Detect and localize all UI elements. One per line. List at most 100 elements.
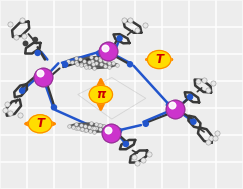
Bar	[0, 135, 27, 162]
Bar	[189, 162, 216, 189]
Point	[109, 132, 113, 135]
Bar	[135, 54, 162, 81]
Point	[170, 104, 174, 107]
Point	[106, 50, 110, 53]
Point	[79, 128, 83, 131]
Point	[74, 122, 78, 125]
Point	[143, 23, 147, 26]
Bar	[189, 27, 216, 54]
Point	[79, 62, 83, 65]
Point	[106, 50, 110, 53]
Point	[103, 64, 107, 67]
Bar	[81, 27, 108, 54]
Point	[20, 18, 24, 21]
Text: T: T	[36, 117, 44, 130]
Bar	[108, 27, 135, 54]
Point	[98, 57, 102, 60]
Point	[94, 123, 97, 126]
Point	[188, 95, 192, 98]
Point	[75, 127, 78, 130]
Point	[135, 29, 139, 32]
Point	[83, 129, 87, 132]
Bar	[54, 162, 81, 189]
Bar	[189, 108, 216, 135]
Bar	[0, 54, 27, 81]
Bar	[162, 27, 189, 54]
Point	[111, 61, 115, 64]
Point	[52, 106, 56, 109]
Bar	[162, 0, 189, 27]
Bar	[189, 81, 216, 108]
Bar	[216, 108, 243, 135]
Point	[97, 124, 101, 127]
Point	[135, 162, 139, 165]
Bar	[162, 135, 189, 162]
Point	[99, 63, 103, 66]
Bar	[27, 27, 54, 54]
Point	[103, 129, 107, 132]
Point	[83, 124, 87, 127]
Point	[196, 79, 200, 82]
Point	[128, 63, 132, 66]
Point	[76, 127, 79, 130]
Bar	[27, 135, 54, 162]
Point	[84, 129, 88, 132]
Bar	[108, 162, 135, 189]
Point	[71, 126, 75, 129]
Point	[80, 128, 84, 131]
Bar	[81, 135, 108, 162]
Ellipse shape	[73, 124, 103, 129]
Point	[88, 129, 92, 132]
Point	[90, 60, 94, 63]
Point	[24, 42, 27, 45]
Ellipse shape	[82, 126, 112, 131]
Ellipse shape	[86, 63, 117, 68]
Point	[66, 59, 70, 62]
Point	[41, 75, 44, 78]
Bar	[135, 81, 162, 108]
Point	[107, 125, 111, 129]
Point	[170, 104, 174, 107]
Ellipse shape	[86, 127, 116, 132]
Point	[98, 128, 102, 131]
Text: π: π	[96, 88, 105, 101]
Bar	[81, 108, 108, 135]
Point	[103, 46, 107, 49]
Point	[102, 58, 106, 61]
Point	[38, 72, 42, 75]
Point	[132, 156, 136, 159]
Bar	[54, 0, 81, 27]
Point	[102, 125, 106, 128]
Bar	[135, 27, 162, 54]
Point	[206, 141, 210, 144]
Point	[97, 52, 101, 55]
Bar	[81, 162, 108, 189]
Point	[67, 125, 71, 128]
Point	[107, 66, 111, 69]
Point	[90, 126, 94, 129]
Point	[107, 130, 111, 133]
Point	[36, 51, 40, 54]
Bar	[189, 135, 216, 162]
Bar	[81, 81, 108, 108]
Bar	[0, 162, 27, 189]
Circle shape	[28, 115, 52, 133]
Point	[106, 128, 110, 131]
Point	[128, 18, 132, 21]
Bar	[0, 81, 27, 108]
Point	[98, 58, 102, 61]
Bar	[54, 135, 81, 162]
Point	[211, 82, 215, 85]
Point	[33, 38, 37, 41]
Point	[191, 120, 195, 123]
Point	[202, 79, 206, 82]
Bar	[27, 54, 54, 81]
Point	[94, 57, 98, 60]
Point	[89, 122, 93, 125]
Point	[94, 61, 98, 64]
Bar	[162, 81, 189, 108]
Bar	[135, 0, 162, 27]
Point	[79, 64, 83, 67]
Point	[89, 55, 93, 58]
Point	[87, 65, 91, 68]
